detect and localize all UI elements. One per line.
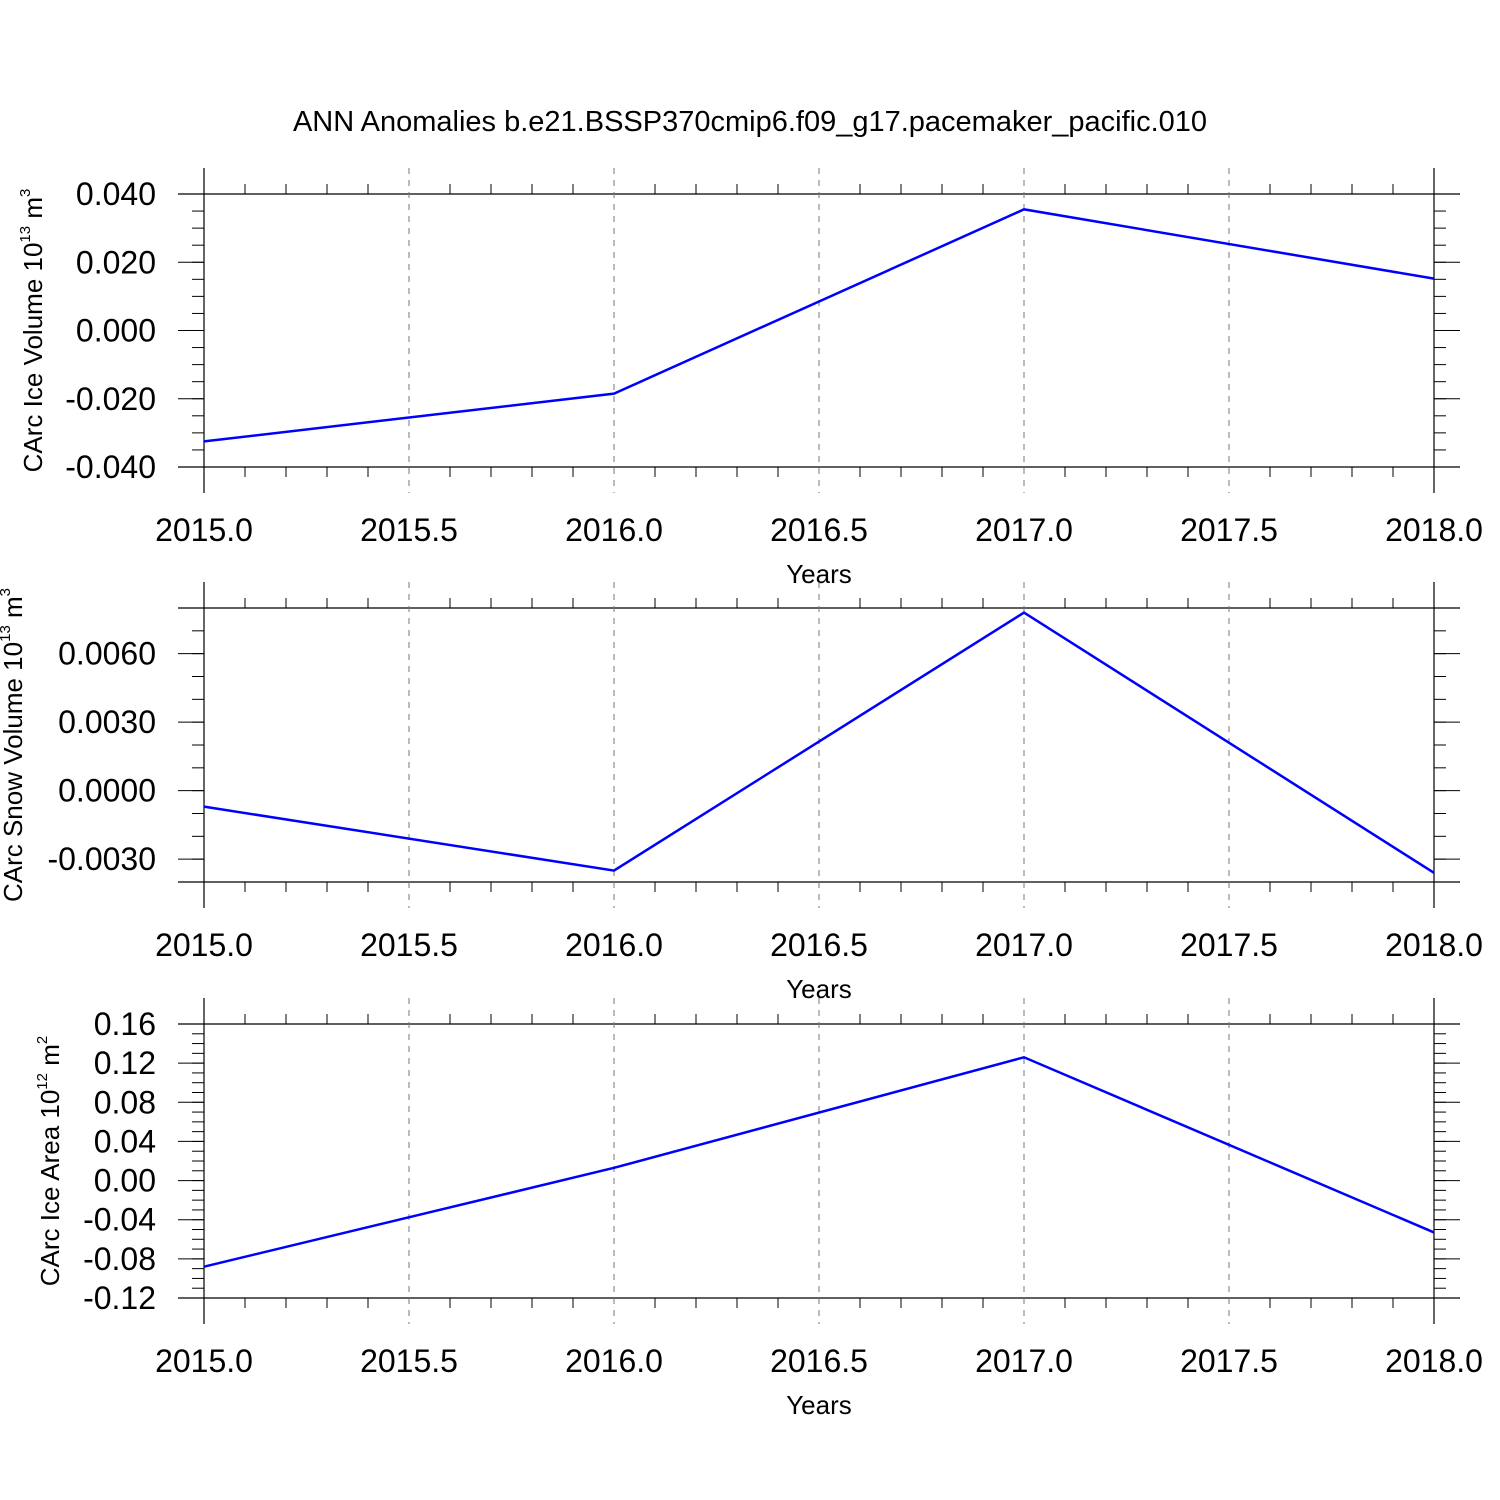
y-label-superscript: 2 <box>34 1036 51 1044</box>
y-tick-label: -0.0030 <box>47 841 156 877</box>
x-axis-label: Years <box>786 1390 852 1420</box>
x-tick-label: 2017.5 <box>1180 927 1278 963</box>
series-line <box>203 611 1435 874</box>
y-tick-label: 0.0000 <box>58 773 156 809</box>
x-tick-label: 2017.0 <box>975 1343 1073 1379</box>
y-tick-label: 0.04 <box>94 1123 156 1159</box>
x-tick-label: 2017.0 <box>975 512 1073 548</box>
panel-3: 2015.0 2015.5 2016.0 2016.5 2017.0 2017.5 2018… <box>34 998 1483 1420</box>
x-tick-label: 2015.5 <box>360 512 458 548</box>
y-tick-label: 0.0030 <box>58 704 156 740</box>
y-label-superscript: 12 <box>34 1073 51 1090</box>
y-label-text: CArc Ice Area 10 <box>35 1090 65 1287</box>
x-tick-label: 2016.5 <box>770 512 868 548</box>
x-tick-label: 2015.0 <box>155 512 253 548</box>
y-label-text: m <box>0 596 28 625</box>
y-label-superscript: 13 <box>17 226 34 243</box>
y-tick-label: 0.000 <box>76 313 156 349</box>
x-tick-label: 2016.0 <box>565 512 663 548</box>
panel-1: 2015.0 2015.5 2016.0 2016.5 2017.0 2017.5 2018… <box>17 168 1483 589</box>
panel-2: 2015.0 2015.5 2016.0 2016.5 2017.0 2017.5 2018… <box>0 582 1483 1004</box>
x-tick-label: 2015.0 <box>155 1343 253 1379</box>
x-tick-label: 2016.5 <box>770 927 868 963</box>
y-label-superscript: 3 <box>17 189 34 197</box>
y-tick-label: -0.04 <box>83 1202 156 1238</box>
y-label-text: CArc Ice Volume 10 <box>18 243 48 473</box>
y-axis-label: CArc Snow Volume 1013 m3 <box>0 588 28 902</box>
y-tick-label: 0.08 <box>94 1084 156 1120</box>
y-label-text: m <box>35 1044 65 1073</box>
x-tick-label: 2018.0 <box>1385 512 1483 548</box>
series-line <box>203 1055 1435 1268</box>
x-tick-label: 2015.0 <box>155 927 253 963</box>
x-tick-label: 2017.5 <box>1180 512 1278 548</box>
y-tick-label: -0.12 <box>83 1280 156 1316</box>
y-tick-label: 0.0060 <box>58 636 156 672</box>
y-tick-label: -0.020 <box>65 381 156 417</box>
x-tick-label: 2016.0 <box>565 927 663 963</box>
y-label-superscript: 13 <box>0 625 14 642</box>
y-tick-label: 0.16 <box>94 1006 156 1042</box>
y-tick-label: 0.020 <box>76 244 156 280</box>
x-tick-label: 2017.5 <box>1180 1343 1278 1379</box>
panels: 2015.0 2015.5 2016.0 2016.5 2017.0 2017.5 2018… <box>0 168 1483 1420</box>
x-tick-label: 2018.0 <box>1385 1343 1483 1379</box>
y-label-text: CArc Snow Volume 10 <box>0 642 28 902</box>
y-tick-label: 0.12 <box>94 1045 156 1081</box>
y-axis-label: CArc Ice Area 1012 m2 <box>34 1036 65 1286</box>
x-tick-label: 2015.5 <box>360 1343 458 1379</box>
y-label-text: m <box>18 197 48 226</box>
y-tick-label: 0.00 <box>94 1163 156 1199</box>
figure-title: ANN Anomalies b.e21.BSSP370cmip6.f09_g17… <box>293 106 1207 138</box>
series-line <box>203 208 1435 443</box>
y-label-superscript: 3 <box>0 588 14 596</box>
x-tick-label: 2017.0 <box>975 927 1073 963</box>
y-axis-label: CArc Ice Volume 1013 m3 <box>17 189 48 473</box>
x-tick-label: 2016.5 <box>770 1343 868 1379</box>
y-tick-label: -0.040 <box>65 449 156 485</box>
y-tick-label: 0.040 <box>76 176 156 212</box>
y-tick-label: -0.08 <box>83 1241 156 1277</box>
x-tick-label: 2016.0 <box>565 1343 663 1379</box>
x-tick-label: 2018.0 <box>1385 927 1483 963</box>
x-tick-label: 2015.5 <box>360 927 458 963</box>
